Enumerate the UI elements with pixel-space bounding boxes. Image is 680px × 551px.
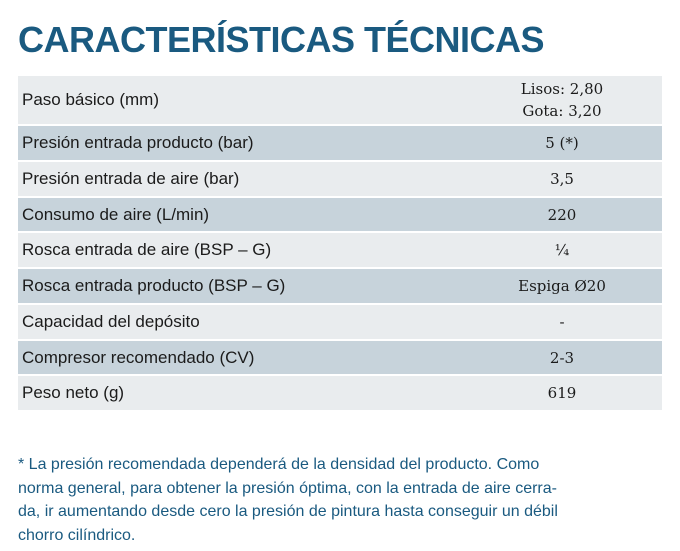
row-label: Peso neto (g) bbox=[22, 383, 125, 402]
row-value: Espiga Ø20 bbox=[518, 277, 606, 295]
row-value: 619 bbox=[547, 384, 577, 402]
row-label: Paso básico (mm) bbox=[22, 90, 159, 109]
row-value: 220 bbox=[547, 205, 577, 224]
footnote-line: norma general, para obtener la presión ó… bbox=[18, 479, 557, 497]
table-row: Presión entrada producto (bar) 5 (*) bbox=[18, 126, 662, 162]
table-row: Rosca entrada producto (BSP – G) Espiga … bbox=[18, 269, 662, 305]
spec-table: Paso básico (mm) Lisos: 2,80 Gota: 3,20 … bbox=[18, 76, 662, 412]
row-value: 3,5 bbox=[550, 170, 574, 188]
table-row: Presión entrada de aire (bar) 3,5 bbox=[18, 162, 662, 198]
row-label: Presión entrada de aire (bar) bbox=[22, 169, 240, 188]
row-label: Presión entrada producto (bar) bbox=[22, 133, 254, 152]
table-row: Capacidad del depósito - bbox=[18, 305, 662, 341]
page-title: CARACTERÍSTICAS TÉCNICAS bbox=[18, 19, 545, 60]
row-value: - bbox=[559, 313, 565, 331]
table-row: Compresor recomendado (CV) 2-3 bbox=[18, 341, 662, 376]
row-value-line: Lisos: 2,80 bbox=[520, 80, 604, 98]
footnote: * La presión recomendada dependerá de la… bbox=[18, 453, 658, 547]
footnote-line: da, ir aumentando desde cero la presión … bbox=[18, 503, 558, 520]
row-label: Rosca entrada producto (BSP – G) bbox=[22, 276, 286, 295]
table-row: Rosca entrada de aire (BSP – G) ¼ bbox=[18, 233, 662, 269]
table-row: Paso básico (mm) Lisos: 2,80 Gota: 3,20 bbox=[18, 76, 662, 126]
table-row: Peso neto (g) 619 bbox=[18, 376, 662, 412]
table-row: Consumo de aire (L/min) 220 bbox=[18, 198, 662, 233]
row-value: Lisos: 2,80 Gota: 3,20 bbox=[462, 78, 662, 122]
footnote-line: * La presión recomendada dependerá de la… bbox=[18, 456, 540, 473]
row-value: 5 (*) bbox=[545, 134, 579, 152]
row-label: Capacidad del depósito bbox=[22, 312, 200, 331]
row-label: Compresor recomendado (CV) bbox=[22, 347, 255, 367]
row-label: Consumo de aire (L/min) bbox=[22, 204, 210, 224]
row-label: Rosca entrada de aire (BSP – G) bbox=[22, 240, 272, 259]
footnote-line: chorro cilíndrico. bbox=[18, 526, 136, 544]
row-value: ¼ bbox=[554, 241, 570, 259]
row-value-line: Gota: 3,20 bbox=[522, 102, 602, 120]
row-value: 2-3 bbox=[549, 348, 575, 367]
